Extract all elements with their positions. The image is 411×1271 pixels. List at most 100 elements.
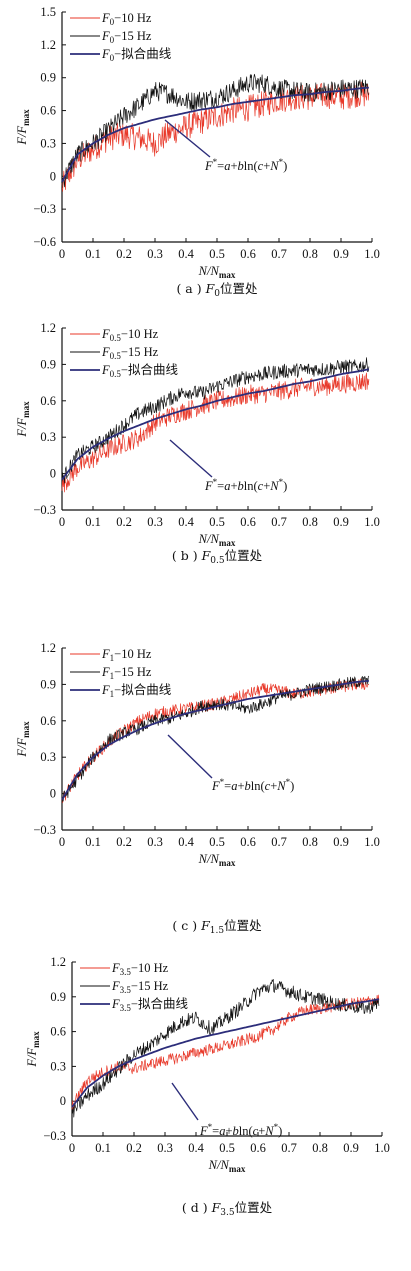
series-line-3 <box>61 86 369 183</box>
legend-label: F0.5−10 Hz <box>101 327 159 343</box>
series-line-1 <box>71 994 380 1110</box>
y-axis-label: F/Fmax <box>15 401 31 438</box>
y-axis-label: F/Fmax <box>15 721 31 758</box>
x-tick-label: 1.0 <box>364 247 380 261</box>
x-tick-label: 0.5 <box>219 1141 235 1155</box>
y-tick-label: −0.3 <box>43 1129 66 1143</box>
y-tick-label: −0.3 <box>33 202 56 216</box>
series-line-2 <box>61 675 370 802</box>
x-tick-label: 0.2 <box>116 835 132 849</box>
panel-caption: ( a ) F0位置处 <box>176 281 258 299</box>
legend-label: F0−拟合曲线 <box>101 46 172 63</box>
chart-panel-1: 1.51.20.90.60.30−0.3−0.60 0.1 0.2 0.3 0.4 0.5… <box>15 5 380 299</box>
series-line-2 <box>61 73 370 189</box>
x-axis-label: N/Nmax <box>208 1158 246 1174</box>
x-tick-label: 0.6 <box>240 835 256 849</box>
legend-label: F3.5−10 Hz <box>111 961 169 977</box>
y-tick-label: 0 <box>50 467 56 481</box>
y-tick-label: 0 <box>50 787 56 801</box>
x-tick-label: 0.4 <box>188 1141 204 1155</box>
x-tick-label: 0 <box>59 515 65 529</box>
y-tick-label: 0.3 <box>40 430 56 444</box>
x-axis-label: N/Nmax <box>198 264 236 280</box>
legend-label: F1−15 Hz <box>101 665 152 681</box>
y-tick-label: 1.2 <box>50 955 66 969</box>
x-tick-label: 0.8 <box>302 835 318 849</box>
y-tick-label: 0.6 <box>40 394 56 408</box>
x-axis-label: N/Nmax <box>198 532 236 548</box>
x-tick-label: 0.1 <box>85 247 101 261</box>
x-tick-label: 0.8 <box>302 515 318 529</box>
x-tick-label: 0.7 <box>271 247 287 261</box>
x-tick-label: 0.8 <box>302 247 318 261</box>
y-tick-label: 0.6 <box>40 714 56 728</box>
fit-equation: F*=a+bln(c+N*) <box>204 157 287 173</box>
fit-equation: F*=a+bln(c+N*) <box>204 477 287 493</box>
chart-panel-2: 1.20.90.60.30−0.30 0.1 0.2 0.3 0.4 0.5 0.6 0.7 0… <box>15 321 380 566</box>
series-line-3 <box>71 998 380 1108</box>
y-tick-label: 0.3 <box>50 1059 66 1073</box>
legend-label: F3.5−拟合曲线 <box>111 996 188 1013</box>
panel-caption: ( d ) F3.5位置处 <box>182 1200 273 1218</box>
x-tick-label: 0.3 <box>147 247 163 261</box>
x-tick-label: 0.7 <box>271 515 287 529</box>
x-tick-label: 0 <box>69 1141 75 1155</box>
annotation-leader <box>167 734 213 779</box>
y-tick-label: 1.5 <box>40 5 56 19</box>
y-tick-label: 0.9 <box>50 990 66 1004</box>
x-tick-label: 0.6 <box>240 247 256 261</box>
series-line-3 <box>61 679 369 801</box>
y-tick-label: 0.9 <box>40 357 56 371</box>
y-axis-label: F/Fmax <box>15 109 31 146</box>
x-tick-label: 0.6 <box>250 1141 266 1155</box>
annotation-leader <box>171 1082 199 1121</box>
y-tick-label: 0.3 <box>40 750 56 764</box>
x-tick-label: 0.2 <box>116 515 132 529</box>
y-tick-label: 0 <box>50 169 56 183</box>
legend-label: F0−15 Hz <box>101 29 152 45</box>
annotation-leader <box>169 439 213 478</box>
x-tick-label: 0.2 <box>116 247 132 261</box>
series-line-2 <box>61 357 370 484</box>
x-tick-label: 0.9 <box>333 835 349 849</box>
y-tick-label: 0.9 <box>40 71 56 85</box>
x-tick-label: 0.1 <box>85 835 101 849</box>
x-tick-label: 1.0 <box>374 1141 390 1155</box>
legend-label: F1−拟合曲线 <box>101 682 172 699</box>
fit-equation: F*=a+bln(c+N*) <box>211 777 294 793</box>
x-tick-label: 0.4 <box>178 835 194 849</box>
x-tick-label: 0.8 <box>312 1141 328 1155</box>
legend-label: F1−10 Hz <box>101 647 152 663</box>
x-tick-label: 0.5 <box>209 835 225 849</box>
annotation-leader <box>164 119 211 158</box>
x-tick-label: 1.0 <box>364 515 380 529</box>
x-tick-label: 0.9 <box>343 1141 359 1155</box>
series-line-1 <box>61 372 370 493</box>
panel-caption: ( c ) F1.5位置处 <box>172 918 262 936</box>
y-tick-label: 1.2 <box>40 641 56 655</box>
x-tick-label: 0.6 <box>240 515 256 529</box>
x-tick-label: 0.9 <box>333 247 349 261</box>
x-tick-label: 0.3 <box>147 835 163 849</box>
legend-label: F0.5−15 Hz <box>101 345 159 361</box>
y-tick-label: 1.2 <box>40 38 56 52</box>
y-tick-label: −0.3 <box>33 503 56 517</box>
y-tick-label: 0.6 <box>40 104 56 118</box>
legend-label: F3.5−15 Hz <box>111 979 169 995</box>
y-tick-label: 0.9 <box>40 677 56 691</box>
x-tick-label: 0.3 <box>147 515 163 529</box>
x-tick-label: 0.1 <box>85 515 101 529</box>
series-line-3 <box>61 368 370 481</box>
x-axis-label: N/Nmax <box>198 852 236 868</box>
y-axis-label: F/Fmax <box>25 1031 41 1068</box>
x-tick-label: 0.2 <box>126 1141 142 1155</box>
panel-caption: ( b ) F0.5位置处 <box>172 548 263 566</box>
x-tick-label: 0.7 <box>281 1141 297 1155</box>
series-line-1 <box>61 81 370 192</box>
series-line-2 <box>71 978 380 1118</box>
x-tick-label: 0.9 <box>333 515 349 529</box>
fit-equation: F*=a+bln(c+N*) <box>199 1122 282 1138</box>
x-tick-label: 0.7 <box>271 835 287 849</box>
y-tick-label: −0.3 <box>33 823 56 837</box>
